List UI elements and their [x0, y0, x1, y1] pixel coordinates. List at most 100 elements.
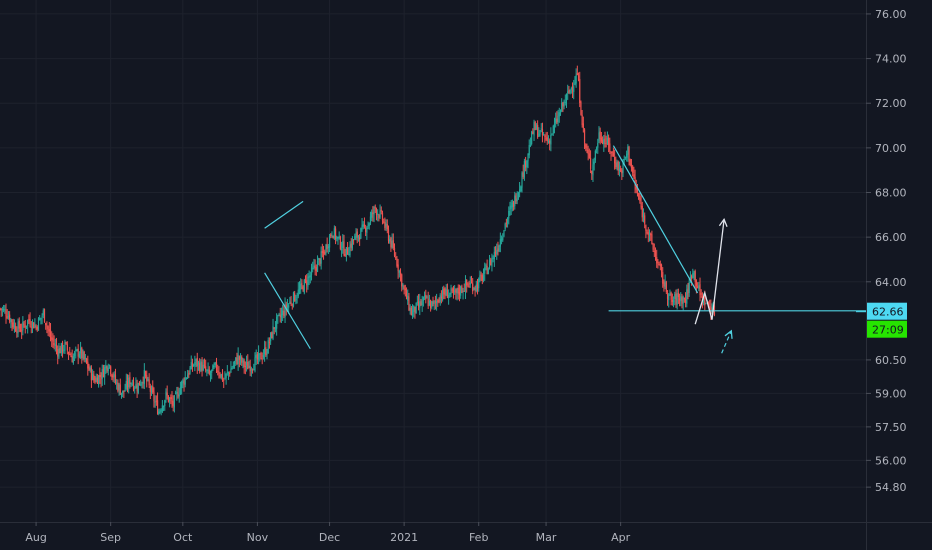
- candle-body: [72, 356, 74, 363]
- projection-path-drawing[interactable]: [694, 219, 725, 325]
- candle-body: [601, 140, 604, 144]
- candle-body: [449, 292, 451, 295]
- candle-body: [684, 299, 687, 304]
- candle-body: [404, 288, 406, 291]
- trendline-drawing[interactable]: [264, 200, 304, 229]
- arrow-head-icon: [718, 217, 728, 227]
- candle-body: [562, 102, 564, 107]
- candle-body: [422, 297, 424, 301]
- candle-body: [117, 382, 119, 391]
- candle-body: [377, 213, 379, 215]
- candle-body: [168, 398, 171, 402]
- candle-body: [25, 325, 28, 327]
- candle-body: [221, 372, 224, 381]
- candle-body: [307, 276, 309, 287]
- candle-body: [320, 251, 322, 264]
- candle-body: [55, 344, 58, 349]
- candle-body: [187, 374, 189, 379]
- x-tick-label: Dec: [319, 531, 340, 544]
- candle-body: [445, 288, 447, 296]
- candle-body: [177, 393, 179, 398]
- candle-body: [172, 400, 174, 406]
- candle-body: [86, 358, 88, 364]
- candle-body: [626, 153, 628, 158]
- candle-body: [280, 313, 283, 318]
- candle-body: [92, 373, 94, 380]
- candle-body: [604, 137, 606, 143]
- candle-body: [116, 382, 118, 384]
- candle-body: [618, 168, 621, 171]
- x-tick-label: Oct: [173, 531, 193, 544]
- candle-body: [183, 380, 185, 385]
- candle-body: [570, 87, 572, 90]
- candle-body: [223, 379, 225, 381]
- candle-body: [272, 326, 274, 339]
- candle-body: [6, 316, 8, 318]
- trendline-drawing[interactable]: [612, 145, 699, 294]
- y-tick-label: 57.50: [875, 421, 907, 434]
- candle-body: [476, 285, 479, 290]
- candle-body: [628, 146, 630, 161]
- candle-body: [188, 373, 190, 375]
- candle-body: [208, 369, 210, 375]
- price-axis[interactable]: 76.00 74.00 72.00 70.00 68.00 66.00 64.00 60.50…: [866, 8, 907, 494]
- candle-body: [338, 235, 340, 239]
- candle-body: [492, 257, 494, 259]
- candle-body: [482, 275, 485, 280]
- candle-body: [627, 146, 629, 155]
- candle-body: [328, 235, 331, 248]
- candle-body: [265, 347, 267, 356]
- candle-body: [148, 379, 150, 386]
- candle-body: [155, 400, 157, 402]
- candle-body: [692, 273, 694, 278]
- candle-body: [383, 221, 385, 223]
- candle-body: [194, 362, 196, 366]
- candle-body: [503, 230, 505, 237]
- candle-body: [417, 301, 420, 307]
- candle-body: [165, 391, 167, 399]
- candle-body: [460, 286, 462, 296]
- candle-body: [135, 383, 137, 388]
- candle-body: [614, 157, 616, 164]
- candle-body: [688, 281, 690, 293]
- candle-body: [218, 371, 220, 375]
- candle-body: [434, 301, 437, 303]
- candle-body: [239, 356, 242, 359]
- candle-body: [686, 289, 688, 304]
- candle-body: [397, 264, 399, 272]
- candle-body: [573, 86, 575, 92]
- candle-body: [386, 223, 388, 230]
- candle-body: [520, 186, 522, 192]
- candle-body: [636, 189, 639, 194]
- candle-body: [697, 286, 699, 288]
- candle-body: [344, 253, 346, 257]
- candle-body: [463, 290, 465, 292]
- candle-body: [583, 129, 586, 143]
- candle-body: [336, 236, 338, 239]
- candle-body: [652, 243, 654, 250]
- candle-body: [83, 351, 85, 360]
- y-tick-label: 70.00: [875, 142, 907, 155]
- trendline-drawing[interactable]: [264, 272, 311, 350]
- candle-body: [170, 397, 172, 399]
- candle-body: [662, 272, 664, 284]
- candle-body: [332, 235, 334, 239]
- candle-body: [635, 186, 637, 190]
- candle-body: [699, 284, 701, 295]
- candle-body: [365, 227, 367, 233]
- candle-body: [13, 325, 16, 328]
- candle-body: [89, 367, 91, 371]
- candle-body: [273, 327, 275, 329]
- candle-body: [491, 258, 493, 267]
- time-axis[interactable]: Aug Sep Oct Nov Dec 2021 Feb Mar Apr: [25, 522, 631, 544]
- candle-body: [286, 305, 289, 311]
- candle-body: [284, 304, 286, 318]
- candle-body: [516, 198, 518, 202]
- candle-body: [457, 287, 459, 294]
- candle-body: [473, 288, 475, 290]
- candle-body: [534, 122, 536, 130]
- candle-body: [140, 384, 142, 386]
- candle-body: [624, 157, 627, 159]
